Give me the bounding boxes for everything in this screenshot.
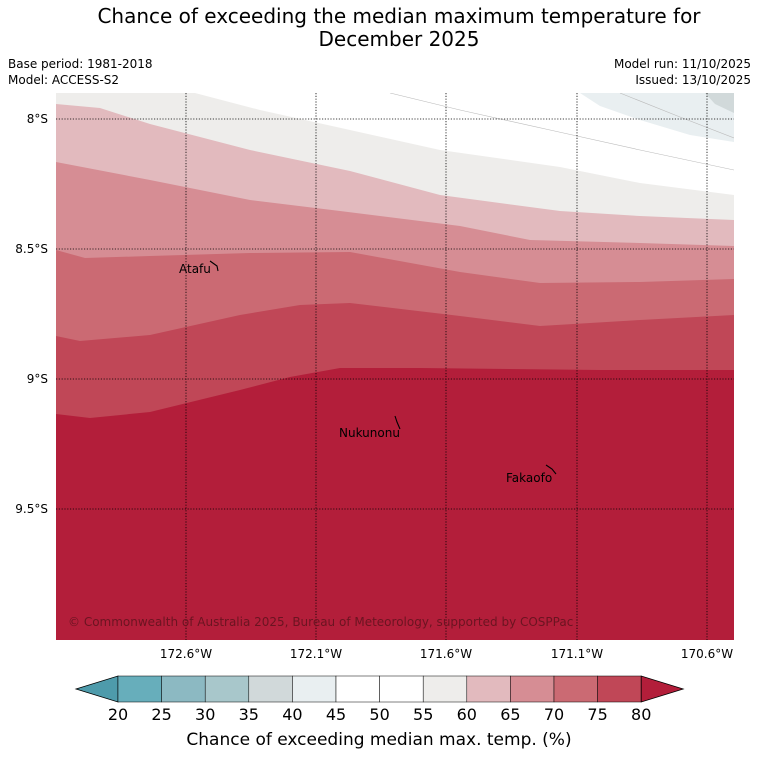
lon-tick-label: 171.6°W <box>420 647 472 661</box>
colorbar-segment <box>161 675 206 703</box>
longitude-labels: 172.6°W 172.1°W 171.6°W 171.1°W 170.6°W <box>160 647 733 661</box>
chart-title: Chance of exceeding the median maximum t… <box>0 5 758 51</box>
atafu-outline <box>209 260 219 272</box>
colorbar-segment <box>292 675 337 703</box>
colorbar-segment <box>335 675 380 703</box>
colorbar-tick-label: 25 <box>151 705 171 724</box>
title-line-1: Chance of exceeding the median maximum t… <box>97 4 701 28</box>
base-period: Base period: 1981-2018 <box>8 57 153 71</box>
colorbar-tick-label: 35 <box>239 705 259 724</box>
lon-tick-label: 172.6°W <box>160 647 212 661</box>
colorbar-tick-label: 60 <box>457 705 477 724</box>
colorbar-segment <box>510 675 555 703</box>
meta-right: Model run: 11/10/2025 Issued: 13/10/2025 <box>614 56 751 88</box>
meta-left: Base period: 1981-2018 Model: ACCESS-S2 <box>8 56 153 88</box>
band-50-55 <box>195 93 734 195</box>
place-nukunonu: Nukunonu <box>339 426 400 440</box>
colorbar-segment <box>117 675 162 703</box>
colorbar-tick-label: 30 <box>195 705 215 724</box>
lat-tick-label: 8.5°S <box>15 242 48 256</box>
nukunonu-outline <box>394 415 401 430</box>
colorbar-segment <box>597 675 642 703</box>
copyright-notice: © Commonwealth of Australia 2025, Bureau… <box>68 615 573 629</box>
colorbar-segment <box>204 675 250 703</box>
colorbar-extend-low <box>74 675 119 703</box>
colorbar-tick-label: 70 <box>544 705 564 724</box>
band-40-45 <box>580 93 734 142</box>
colorbar-tick-label: 40 <box>282 705 302 724</box>
issued-date: Issued: 13/10/2025 <box>635 73 751 87</box>
colorbar-label: Chance of exceeding median max. temp. (%… <box>186 730 572 750</box>
colorbar-tick-label: 50 <box>369 705 389 724</box>
lon-tick-label: 172.1°W <box>290 647 342 661</box>
colorbar-tick-labels: 20 25 30 35 40 45 50 55 60 65 70 75 80 <box>108 705 652 724</box>
colorbar-segment <box>466 675 511 703</box>
contour-line <box>619 93 734 139</box>
lon-tick-label: 170.6°W <box>681 647 733 661</box>
colorbar-segment <box>379 675 424 703</box>
colorbar-segment <box>422 675 468 703</box>
colorbar-tick-label: 80 <box>631 705 651 724</box>
model-run: Model run: 11/10/2025 <box>613 57 751 71</box>
colorbar <box>74 675 685 703</box>
colorbar-tick-label: 55 <box>413 705 433 724</box>
colorbar-tick-label: 75 <box>587 705 607 724</box>
latitude-labels: 8°S 8.5°S 9°S 9.5°S <box>15 112 48 516</box>
band-35-40 <box>705 93 734 113</box>
graticule <box>56 93 734 640</box>
place-fakaofo: Fakaofo <box>506 471 552 485</box>
place-atafu: Atafu <box>179 262 211 276</box>
colorbar-tick-label: 20 <box>108 705 128 724</box>
title-line-2: December 2025 <box>318 27 480 51</box>
model-name: Model: ACCESS-S2 <box>8 73 120 87</box>
contour-line <box>389 93 734 171</box>
colorbar-extend-high <box>640 675 685 703</box>
colorbar-tick-label: 45 <box>326 705 346 724</box>
colorbar-segment <box>248 675 293 703</box>
lon-tick-label: 171.1°W <box>551 647 603 661</box>
fakaofo-outline <box>545 464 557 475</box>
lat-tick-label: 8°S <box>27 112 48 126</box>
colorbar-segment <box>553 675 598 703</box>
probability-contours <box>56 93 734 640</box>
lat-tick-label: 9°S <box>27 372 48 386</box>
colorbar-tick-label: 65 <box>500 705 520 724</box>
atoll-outlines <box>209 260 557 475</box>
lat-tick-label: 9.5°S <box>15 502 48 516</box>
